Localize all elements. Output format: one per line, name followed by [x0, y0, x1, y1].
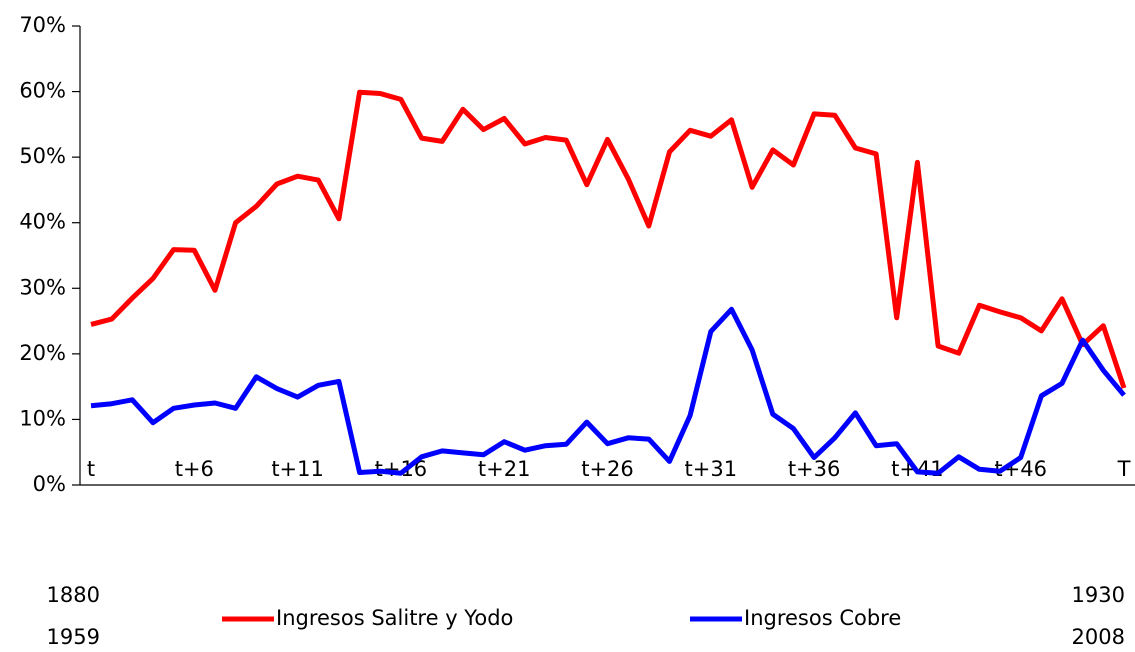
legend-label: Ingresos Salitre y Yodo [276, 606, 513, 630]
x-tick-label: t+26 [581, 457, 634, 481]
x-tick-label: T [1117, 457, 1131, 481]
annotation: 1880 [47, 583, 100, 607]
x-tick-label: t+31 [685, 457, 738, 481]
series-line [90, 306, 1126, 476]
annotation: 2008 [1072, 625, 1125, 649]
x-tick-label: t [87, 457, 95, 481]
y-tick-label: 50% [19, 144, 66, 168]
y-tick-label: 70% [19, 13, 66, 37]
x-tick-label: t+36 [788, 457, 841, 481]
y-tick-label: 0% [33, 472, 66, 496]
x-tick-label: t+11 [271, 457, 324, 481]
y-tick-label: 60% [19, 79, 66, 103]
legend-label: Ingresos Cobre [744, 606, 901, 630]
y-tick-label: 10% [19, 406, 66, 430]
annotation: 1930 [1072, 583, 1125, 607]
series-line [90, 89, 1127, 389]
x-tick-label: t+6 [175, 457, 214, 481]
y-tick-label: 40% [19, 210, 66, 234]
annotation: 1959 [47, 625, 100, 649]
x-tick-label: t+21 [478, 457, 531, 481]
y-tick-label: 20% [19, 341, 66, 365]
y-tick-label: 30% [19, 275, 66, 299]
